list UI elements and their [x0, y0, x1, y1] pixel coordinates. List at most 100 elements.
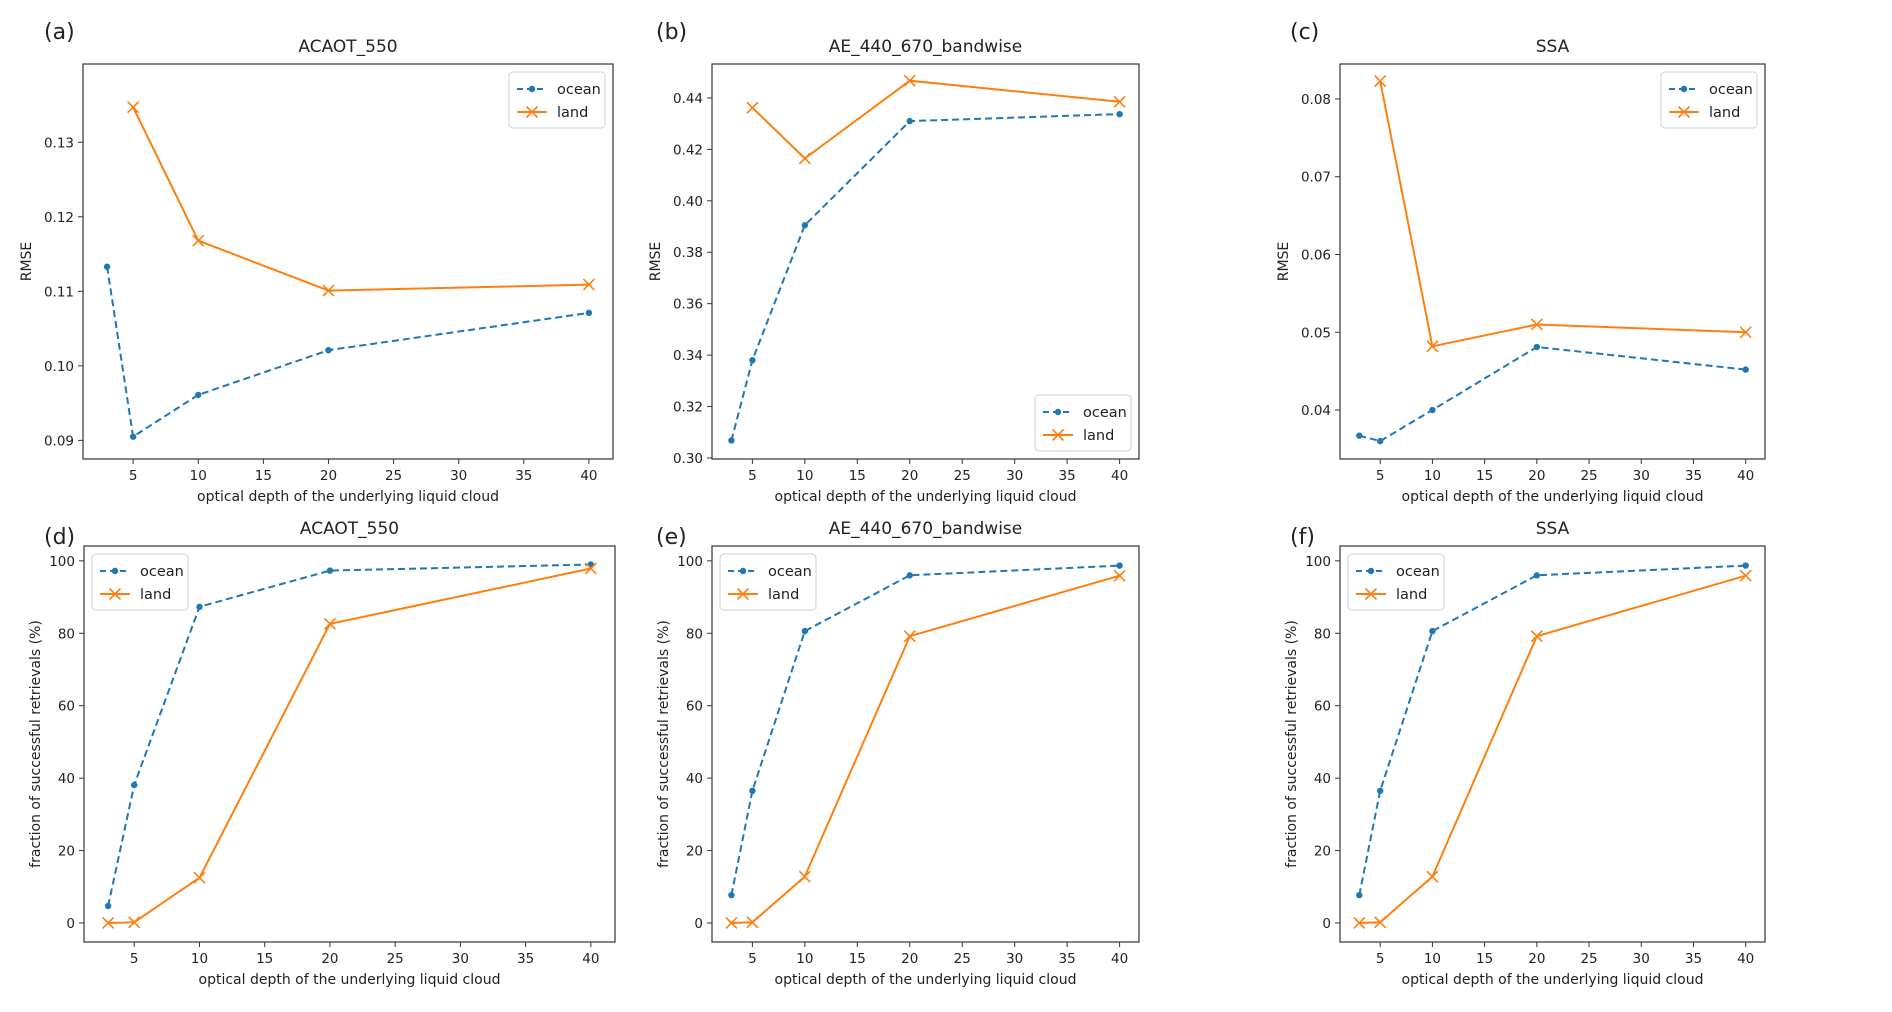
data-point-land [584, 562, 597, 575]
x-tick-label: 20 [901, 468, 918, 484]
y-tick-label: 0.34 [673, 348, 703, 364]
x-marker-stroke [903, 630, 916, 643]
y-tick-label: 0.11 [44, 284, 74, 300]
y-tick-label: 0.38 [673, 245, 703, 261]
legend-marker-land [1051, 428, 1065, 442]
x-tick-label: 15 [256, 951, 273, 967]
data-point-ocean [1429, 627, 1436, 635]
data-point-ocean [1116, 110, 1123, 118]
y-tick-label: 0.12 [44, 210, 74, 226]
y-axis-label: fraction of successful retrievals (%) [656, 620, 672, 868]
x-marker-stroke [1051, 428, 1065, 442]
x-tick-label: 35 [517, 951, 534, 967]
plot-frame [711, 545, 1140, 943]
x-axis-label: optical depth of the underlying liquid c… [197, 489, 499, 505]
data-point-land [102, 916, 115, 930]
panel-label-f: (f) [1290, 525, 1315, 550]
plot-frame [83, 545, 616, 943]
legend-label-land: land [768, 587, 799, 603]
x-tick-label: 15 [255, 468, 272, 484]
y-tick-label: 0 [66, 916, 75, 932]
x-marker-stroke [1677, 105, 1691, 119]
y-tick-label: 100 [677, 554, 703, 570]
y-axis-label: fraction of successful retrievals (%) [28, 620, 44, 868]
data-point-land [1113, 95, 1126, 108]
x-tick-label: 5 [748, 951, 757, 967]
x-tick-label: 35 [1059, 468, 1076, 484]
data-point-ocean [103, 263, 111, 270]
y-tick-label: 20 [58, 844, 75, 860]
legend-label-land: land [557, 105, 588, 121]
x-marker-stroke [192, 234, 205, 247]
x-tick-label: 5 [1376, 951, 1385, 967]
chart-panel-1: ACAOT_550 5 10 15 20 25 30 35 40 0.09 0.10 0.11 0.12… [19, 37, 614, 505]
data-point-ocean [1377, 787, 1384, 795]
y-tick-label: 80 [58, 626, 75, 642]
x-tick-label: 5 [130, 951, 139, 967]
data-point-land [725, 916, 738, 930]
x-tick-label: 15 [1476, 468, 1493, 484]
data-point-ocean [1356, 432, 1363, 439]
y-tick-label: 40 [1314, 771, 1331, 787]
data-point-ocean [585, 309, 593, 317]
x-marker-stroke [1374, 916, 1387, 929]
x-tick-label: 30 [1006, 468, 1023, 484]
legend-label-ocean: ocean [557, 82, 601, 98]
x-tick-label: 20 [901, 951, 918, 967]
legend: ocean land [91, 553, 189, 611]
data-point-land [798, 152, 811, 165]
data-point-land [1374, 916, 1387, 929]
data-point-ocean [801, 222, 809, 229]
series-line-ocean [107, 563, 591, 907]
data-point-land [192, 234, 205, 247]
data-point-ocean [196, 603, 203, 611]
data-point-land [1739, 569, 1752, 582]
data-point-ocean [1356, 891, 1363, 899]
y-tick-label: 0.06 [1301, 248, 1331, 264]
y-tick-label: 0.07 [1301, 170, 1331, 186]
x-marker-stroke [1739, 326, 1752, 339]
chart-title: ACAOT_550 [298, 37, 397, 57]
y-tick-label: 0.36 [673, 297, 703, 313]
y-tick-label: 0.04 [1301, 403, 1331, 419]
legend: ocean land [1347, 553, 1445, 611]
y-tick-label: 20 [1314, 844, 1331, 860]
data-point-ocean [728, 437, 735, 444]
x-marker-stroke [746, 101, 759, 114]
legend-label-land: land [1083, 428, 1114, 444]
chart-panel-3: SSA 5 10 15 20 25 30 35 40 0.04 0.05 0.06 0.07 0.08 op… [1276, 37, 1766, 505]
data-point-ocean [104, 902, 112, 910]
legend-marker-ocean [528, 85, 536, 93]
panel-label-e: (e) [656, 525, 687, 550]
x-marker-stroke [1426, 870, 1439, 883]
x-tick-label: 25 [385, 468, 402, 484]
x-tick-label: 40 [1737, 951, 1754, 967]
y-tick-label: 60 [686, 699, 703, 715]
series-line-ocean [106, 266, 590, 439]
y-tick-label: 0.32 [673, 400, 703, 416]
x-tick-label: 10 [190, 468, 207, 484]
panel-label-d: (d) [44, 525, 76, 550]
x-tick-label: 25 [954, 468, 971, 484]
panel-label-c: (c) [1290, 20, 1320, 45]
data-point-land [903, 74, 916, 87]
data-point-land [1530, 630, 1543, 643]
y-tick-label: 40 [686, 771, 703, 787]
x-tick-label: 25 [1580, 951, 1597, 967]
x-marker-stroke [798, 152, 811, 165]
x-marker-stroke [1353, 916, 1366, 930]
y-tick-label: 40 [58, 771, 75, 787]
x-marker-stroke [1739, 569, 1752, 582]
x-marker-stroke [323, 617, 336, 630]
data-point-ocean [801, 627, 809, 635]
chart-panel-2: AE_440_670_bandwise 5 10 15 20 25 30 35 40 0.30 0.… [648, 37, 1140, 505]
legend-marker-ocean [1054, 408, 1062, 416]
x-tick-label: 30 [1633, 951, 1650, 967]
x-marker-stroke [582, 278, 595, 291]
legend-marker-ocean [1680, 85, 1688, 93]
chart-panel-4: ACAOT_550 5 10 15 20 25 30 35 40 0 20 40 60 80 100 opti… [28, 519, 616, 988]
series-line-ocean [1358, 564, 1746, 896]
x-tick-label: 5 [129, 468, 138, 484]
x-tick-label: 30 [1006, 951, 1023, 967]
